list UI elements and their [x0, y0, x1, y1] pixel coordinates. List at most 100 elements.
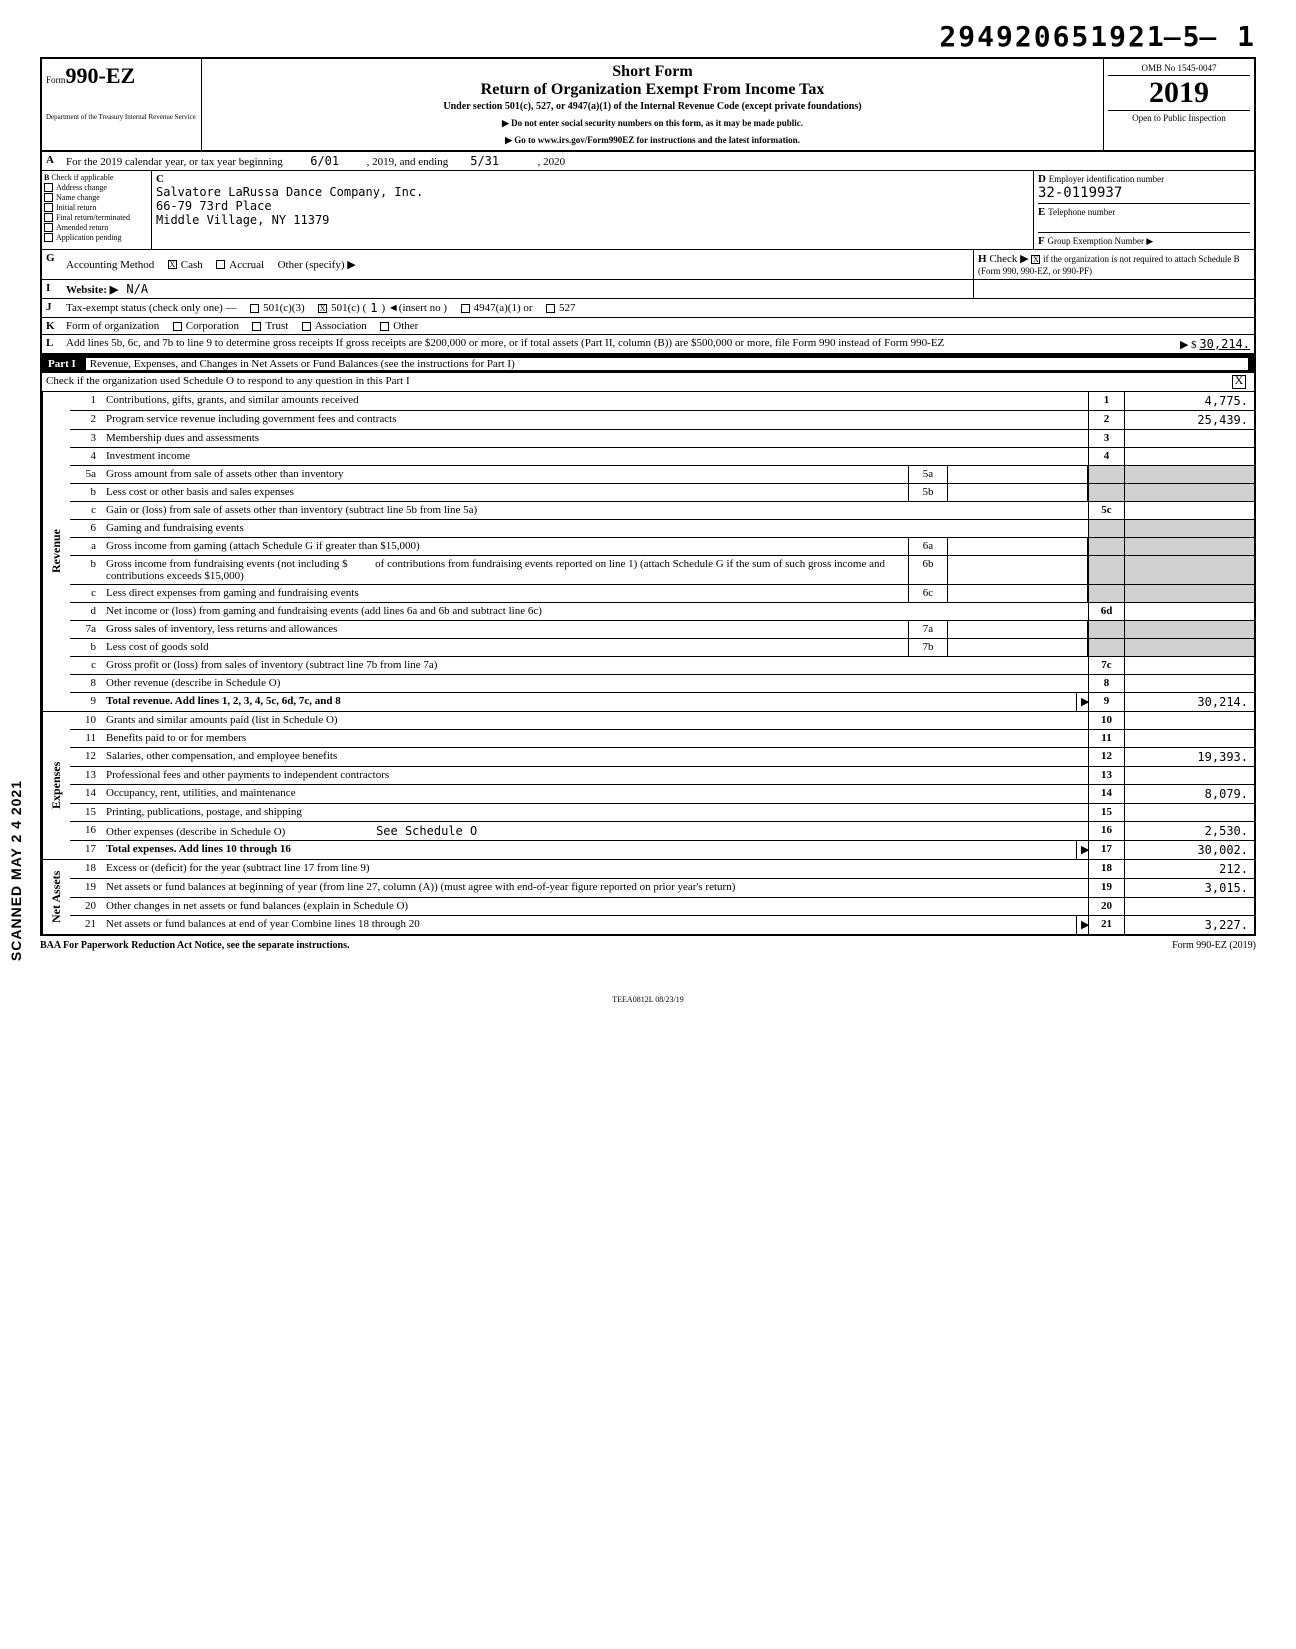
- label-h: H: [978, 253, 987, 265]
- footer-right: Form 990-EZ (2019): [1172, 940, 1256, 951]
- line-g-h: G Accounting Method X Cash Accrual Other…: [40, 250, 1256, 280]
- ein-value: 32-0119937: [1038, 185, 1122, 201]
- ln6d-desc: Net income or (loss) from gaming and fun…: [102, 603, 1088, 620]
- ln6c-desc: Less direct expenses from gaming and fun…: [102, 585, 908, 602]
- ln6a-box: [1088, 538, 1124, 555]
- check-address-change[interactable]: Address change: [44, 183, 149, 192]
- ln11-box: 11: [1088, 730, 1124, 747]
- header-left: Form990-EZ Department of the Treasury In…: [42, 59, 202, 150]
- line-l-content: Add lines 5b, 6c, and 7b to line 9 to de…: [62, 335, 1074, 353]
- ln21-num: 21: [70, 916, 102, 934]
- ln6d-amt: [1124, 603, 1254, 620]
- check-501c[interactable]: X: [318, 304, 327, 313]
- line-a-text: For the 2019 calendar year, or tax year …: [66, 156, 283, 168]
- check-final-return[interactable]: Final return/terminated: [44, 213, 149, 222]
- netassets-section: Net Assets 18Excess or (deficit) for the…: [40, 860, 1256, 936]
- line-d-text: Employer identification number: [1049, 174, 1164, 184]
- ln6d-num: d: [70, 603, 102, 620]
- ln21-desc: Net assets or fund balances at end of ye…: [102, 916, 1076, 934]
- line-h-text: Check ▶: [989, 253, 1028, 265]
- ln6-box: [1088, 520, 1124, 537]
- ln6b-box: [1088, 556, 1124, 584]
- check-cash[interactable]: X: [168, 260, 177, 269]
- part1-checkbox[interactable]: X: [1232, 375, 1246, 389]
- ln6b-sub: 6b: [908, 556, 948, 584]
- check-trust[interactable]: [252, 322, 261, 331]
- ln18-amt: 212.: [1124, 860, 1254, 878]
- check-527[interactable]: [546, 304, 555, 313]
- label-j: J: [42, 299, 62, 317]
- website-label: Website: ▶: [66, 284, 118, 296]
- ln6a-subamt: [948, 538, 1088, 555]
- ln6-desc: Gaming and fundraising events: [102, 520, 1088, 537]
- ln5a-desc: Gross amount from sale of assets other t…: [102, 466, 908, 483]
- line-f-text: Group Exemption Number ▶: [1047, 236, 1153, 246]
- dept-treasury: Department of the Treasury Internal Reve…: [46, 113, 197, 121]
- ln16-num: 16: [70, 822, 102, 840]
- line-k-text: Form of organization: [66, 320, 159, 332]
- check-corporation[interactable]: [173, 322, 182, 331]
- label-i: I: [42, 280, 62, 298]
- form-header: Form990-EZ Department of the Treasury In…: [40, 57, 1256, 152]
- ln5c-amt: [1124, 502, 1254, 519]
- ln6c-subamt: [948, 585, 1088, 602]
- check-initial-return[interactable]: Initial return: [44, 203, 149, 212]
- ln11-num: 11: [70, 730, 102, 747]
- check-label-name: Name change: [56, 193, 100, 202]
- line-e-text: Telephone number: [1048, 207, 1115, 217]
- ln9-box: 9: [1088, 693, 1124, 711]
- line-b-column: B Check if applicable Address change Nam…: [42, 171, 152, 249]
- line-l-text: Add lines 5b, 6c, and 7b to line 9 to de…: [66, 337, 944, 349]
- ln16-box: 16: [1088, 822, 1124, 840]
- ln7b-amt: [1124, 639, 1254, 656]
- label-b: B: [44, 173, 49, 182]
- ln20-num: 20: [70, 898, 102, 915]
- check-application-pending[interactable]: Application pending: [44, 233, 149, 242]
- cash-label: Cash: [181, 259, 203, 271]
- check-4947[interactable]: [461, 304, 470, 313]
- ln7a-amt: [1124, 621, 1254, 638]
- check-association[interactable]: [302, 322, 311, 331]
- check-501c3[interactable]: [250, 304, 259, 313]
- ln8-amt: [1124, 675, 1254, 692]
- check-accrual[interactable]: [216, 260, 225, 269]
- ln7b-sub: 7b: [908, 639, 948, 656]
- ln10-desc: Grants and similar amounts paid (list in…: [102, 712, 1088, 729]
- other-org-label: Other: [393, 320, 418, 332]
- line-l-amount: 30,214.: [1199, 337, 1250, 351]
- ln5a-sub: 5a: [908, 466, 948, 483]
- open-to-public: Open to Public Inspection: [1108, 110, 1250, 123]
- ln21-box: 21: [1088, 916, 1124, 934]
- ln13-box: 13: [1088, 767, 1124, 784]
- form-990ez: 294920651921̶5̶ 1 Form990-EZ Department …: [40, 20, 1256, 1004]
- ln6c-box: [1088, 585, 1124, 602]
- accrual-label: Accrual: [229, 259, 264, 271]
- ln5a-subamt: [948, 466, 1088, 483]
- top-stamp-number: 294920651921̶5̶ 1: [40, 20, 1256, 53]
- check-other-org[interactable]: [380, 322, 389, 331]
- ln20-desc: Other changes in net assets or fund bala…: [102, 898, 1088, 915]
- ln10-amt: [1124, 712, 1254, 729]
- check-h[interactable]: X: [1031, 255, 1040, 264]
- 501c-rest: ) ◄(insert no ): [382, 302, 448, 314]
- check-amended-return[interactable]: Amended return: [44, 223, 149, 232]
- ln13-amt: [1124, 767, 1254, 784]
- footer: BAA For Paperwork Reduction Act Notice, …: [40, 936, 1256, 955]
- ln9-num: 9: [70, 693, 102, 711]
- ln6d-box: 6d: [1088, 603, 1124, 620]
- label-d: D: [1038, 173, 1046, 185]
- ln7c-desc: Gross profit or (loss) from sales of inv…: [102, 657, 1088, 674]
- ln7b-desc: Less cost of goods sold: [102, 639, 908, 656]
- ln7a-box: [1088, 621, 1124, 638]
- check-name-change[interactable]: Name change: [44, 193, 149, 202]
- check-label-initial: Initial return: [56, 203, 96, 212]
- line-i-content: Website: ▶ N/A: [62, 280, 974, 298]
- ln5c-num: c: [70, 502, 102, 519]
- ln7c-box: 7c: [1088, 657, 1124, 674]
- title-short-form: Short Form: [206, 63, 1099, 81]
- label-g: G: [42, 250, 62, 279]
- ln21-arrow: ▶: [1076, 916, 1088, 934]
- bcdef-block: B Check if applicable Address change Nam…: [40, 171, 1256, 250]
- ln1-num: 1: [70, 392, 102, 410]
- part1-label: Part I: [48, 358, 76, 370]
